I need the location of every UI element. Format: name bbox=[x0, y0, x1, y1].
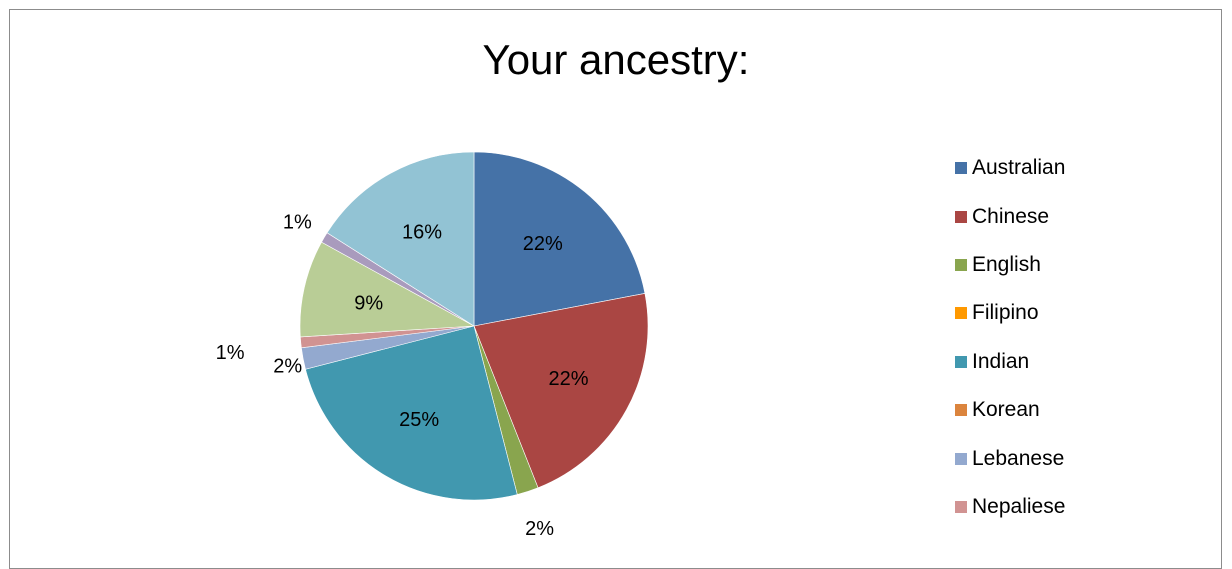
legend-swatch bbox=[955, 452, 967, 465]
legend-label: Filipino bbox=[972, 301, 1039, 325]
legend-swatch bbox=[955, 355, 967, 368]
chart-legend: Australian Chinese English Filipino Indian Ko… bbox=[955, 144, 1065, 531]
legend-label: Lebanese bbox=[972, 446, 1065, 470]
pie-slice-other-a bbox=[299, 241, 476, 338]
data-label-english: 2% bbox=[525, 518, 554, 540]
legend-item-nepaliese: Nepaliese bbox=[955, 483, 1065, 531]
legend-label: English bbox=[972, 252, 1041, 276]
data-label-other-a: 9% bbox=[354, 293, 383, 315]
data-label-other-c: 16% bbox=[402, 222, 442, 244]
legend-swatch bbox=[955, 210, 967, 223]
legend-label: Indian bbox=[972, 349, 1030, 373]
legend-item-indian: Indian bbox=[955, 338, 1065, 386]
legend-swatch bbox=[955, 307, 967, 320]
data-label-other-b: 1% bbox=[283, 212, 312, 234]
chart-title: Your ancestry: bbox=[482, 36, 750, 83]
legend-swatch bbox=[955, 500, 967, 513]
data-label-indian: 25% bbox=[399, 409, 439, 431]
legend-swatch bbox=[955, 404, 967, 417]
pie-chart: 22% 22% 2% 25% 2% 1% 9% 1% 16% bbox=[216, 151, 649, 540]
legend-swatch bbox=[955, 162, 967, 175]
pie-slice-australian bbox=[473, 151, 646, 327]
data-label-australian: 22% bbox=[523, 233, 563, 255]
legend-swatch bbox=[955, 258, 967, 271]
legend-item-lebanese: Lebanese bbox=[955, 434, 1065, 482]
legend-item-chinese: Chinese bbox=[955, 192, 1065, 240]
data-label-chinese: 22% bbox=[548, 368, 588, 390]
legend-item-korean: Korean bbox=[955, 386, 1065, 434]
legend-item-english: English bbox=[955, 241, 1065, 289]
pie-slice-other-c bbox=[326, 151, 475, 327]
legend-label: Korean bbox=[972, 398, 1040, 422]
legend-item-filipino: Filipino bbox=[955, 289, 1065, 337]
data-label-nepaliese: 1% bbox=[216, 342, 245, 364]
legend-label: Australian bbox=[972, 156, 1066, 180]
legend-label: Nepaliese bbox=[972, 494, 1066, 518]
legend-label: Chinese bbox=[972, 204, 1050, 228]
legend-item-australian: Australian bbox=[955, 144, 1065, 192]
pie-slice-chinese bbox=[473, 293, 649, 489]
data-label-lebanese: 2% bbox=[273, 355, 302, 377]
pie-slice-indian bbox=[305, 325, 518, 501]
